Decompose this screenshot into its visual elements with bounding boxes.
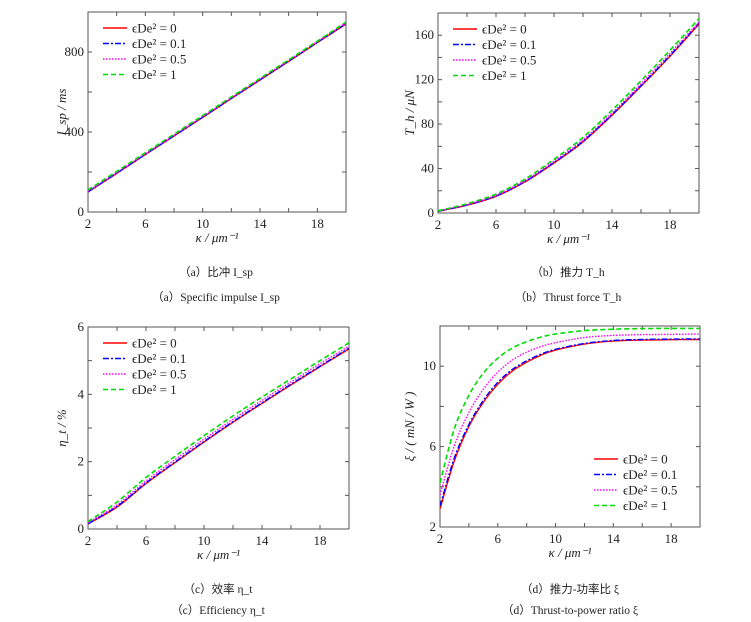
- series-line-3: [88, 342, 349, 523]
- caption-c-cn: （c）效率 η_t: [183, 584, 253, 596]
- series-line-2: [438, 21, 699, 212]
- x-tick-label: 18: [311, 216, 324, 231]
- y-tick-label: 80: [421, 116, 434, 131]
- x-axis-label: κ / μm⁻¹: [548, 545, 591, 560]
- series-line-0: [88, 348, 349, 525]
- series-line-2: [440, 333, 700, 495]
- caption-c-en: （c）Efficiency η_t: [171, 605, 265, 617]
- legend-label: ϵDe² = 0: [132, 336, 177, 351]
- caption-d-en: （d）Thrust-to-power ratio ξ: [501, 605, 639, 617]
- x-tick-label: 2: [85, 533, 92, 548]
- series-line-2: [88, 345, 349, 524]
- legend-label: ϵDe² = 0.5: [132, 367, 186, 382]
- x-tick-label: 18: [664, 217, 677, 232]
- caption-b-en: （b）Thrust force T_h: [514, 292, 622, 304]
- legend-label: ϵDe² = 1: [482, 68, 527, 83]
- x-tick-label: 6: [493, 217, 500, 232]
- series-line-0: [438, 23, 699, 212]
- caption-b-cn: （b）推力 T_h: [531, 267, 605, 279]
- series-line-1: [438, 22, 699, 212]
- y-axis-label: ξ / ( mN / W ): [402, 392, 417, 462]
- y-tick-label: 800: [65, 44, 85, 59]
- legend-label: ϵDe² = 0.1: [623, 467, 677, 482]
- y-tick-label: 120: [415, 72, 435, 87]
- plot-frame: [439, 325, 701, 528]
- x-tick-label: 14: [256, 533, 270, 548]
- series-line-3: [438, 18, 699, 212]
- series-line-1: [440, 338, 700, 507]
- y-tick-label: 6: [430, 439, 437, 454]
- x-tick-label: 2: [437, 531, 444, 546]
- y-tick-label: 0: [78, 204, 85, 219]
- y-axis-label: T_h / μN: [402, 89, 417, 136]
- chart-b: 2 6 10 14 18 0 40 80 120 160 κ / μm⁻¹ T_h / μN ϵDe² …: [402, 12, 700, 246]
- y-tick-label: 0: [428, 205, 435, 220]
- y-tick-label: 160: [415, 27, 435, 42]
- x-tick-label: 10: [198, 533, 211, 548]
- x-tick-label: 14: [254, 216, 268, 231]
- x-axis-label: κ / μm⁻¹: [197, 547, 240, 562]
- y-tick-label: 0: [78, 521, 85, 536]
- legend-label: ϵDe² = 0: [132, 21, 177, 36]
- y-tick-label: 10: [423, 358, 436, 373]
- legend-label: ϵDe² = 0.1: [132, 36, 186, 51]
- caption-a-en: （a）Specific impulse I_sp: [152, 292, 280, 304]
- x-tick-label: 10: [549, 531, 562, 546]
- plot-frame: [437, 12, 700, 214]
- chart-a: 2 6 10 14 18 0 400 800 κ / μm⁻¹ I_sp / ms ϵDe² = 0…: [54, 11, 347, 245]
- legend-label: ϵDe² = 1: [623, 498, 668, 513]
- legend-label: ϵDe² = 1: [132, 382, 177, 397]
- y-tick-label: 2: [430, 519, 437, 534]
- legend-label: ϵDe² = 0.1: [132, 351, 186, 366]
- caption-d-cn: （d）推力-功率比 ξ: [520, 584, 620, 596]
- legend-label: ϵDe² = 0.5: [132, 52, 186, 67]
- x-tick-label: 14: [607, 531, 621, 546]
- caption-a-cn: （a）比冲 I_sp: [179, 267, 253, 279]
- x-tick-label: 6: [142, 216, 149, 231]
- legend-label: ϵDe² = 0: [623, 452, 668, 467]
- legend-label: ϵDe² = 0.5: [482, 53, 536, 68]
- x-tick-label: 10: [196, 216, 209, 231]
- legend-label: ϵDe² = 0.5: [623, 483, 677, 498]
- x-tick-label: 6: [495, 531, 502, 546]
- legend-label: ϵDe² = 0.1: [482, 37, 536, 52]
- x-tick-label: 18: [665, 531, 678, 546]
- y-tick-label: 6: [78, 319, 85, 334]
- series-line-1: [88, 347, 349, 525]
- x-tick-label: 6: [143, 533, 150, 548]
- x-axis-label: κ / μm⁻¹: [547, 231, 590, 246]
- legend-label: ϵDe² = 1: [132, 67, 177, 82]
- x-axis-label: κ / μm⁻¹: [195, 230, 238, 245]
- series-line-3: [88, 21, 346, 191]
- x-tick-label: 18: [314, 533, 327, 548]
- series-line-3: [440, 327, 700, 484]
- y-tick-label: 40: [421, 161, 434, 176]
- y-tick-label: 400: [65, 124, 85, 139]
- x-tick-label: 2: [435, 217, 442, 232]
- x-tick-label: 14: [606, 217, 620, 232]
- plot-frame: [87, 11, 347, 213]
- y-axis-label: η_t / %: [54, 409, 69, 447]
- x-tick-label: 2: [85, 216, 92, 231]
- x-tick-label: 10: [548, 217, 561, 232]
- y-tick-label: 2: [78, 454, 85, 469]
- legend-label: ϵDe² = 0: [482, 22, 527, 37]
- y-axis-label: I_sp / ms: [54, 89, 69, 137]
- y-tick-label: 4: [78, 386, 85, 401]
